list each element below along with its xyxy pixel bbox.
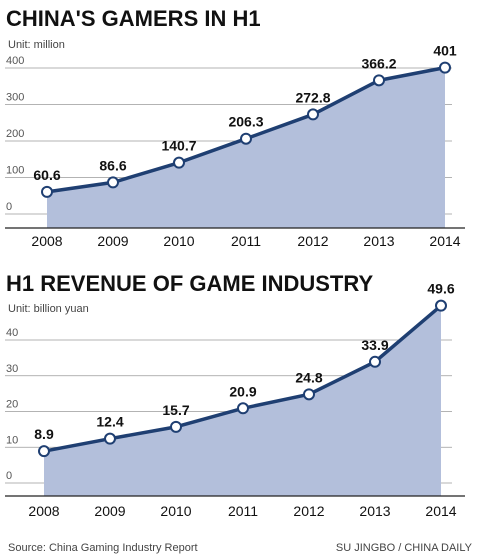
revenue-chart-unit: Unit: billion yuan	[8, 303, 89, 315]
credit-note: SU JINGBO / CHINA DAILY	[336, 542, 473, 554]
revenue-data-label: 33.9	[361, 337, 388, 353]
gamers-data-label: 401	[433, 43, 457, 59]
revenue-area-fill	[44, 305, 441, 496]
revenue-data-label: 24.8	[295, 369, 322, 385]
gamers-data-point	[107, 176, 119, 189]
revenue-ytick-label: 0	[6, 470, 12, 482]
revenue-data-point	[237, 402, 249, 415]
gamers-data-label: 86.6	[99, 157, 126, 173]
gamers-data-point	[173, 156, 185, 169]
gamers-xtick-label: 2008	[31, 233, 62, 249]
revenue-data-point	[303, 388, 315, 401]
revenue-ytick-label: 10	[6, 434, 18, 446]
gamers-chart-title: CHINA'S GAMERS IN H1	[6, 6, 261, 31]
gamers-data-point	[240, 132, 252, 145]
revenue-data-point	[435, 299, 447, 312]
gamers-chart: CHINA'S GAMERS IN H1 Unit: million 60.6 8…	[5, 6, 465, 249]
gamers-data-label: 272.8	[295, 89, 330, 105]
gamers-ytick-label: 400	[6, 55, 24, 67]
revenue-data-point	[369, 355, 381, 368]
revenue-data-point	[104, 432, 116, 445]
revenue-ytick-label: 40	[6, 327, 18, 339]
gamers-xtick-label: 2014	[429, 233, 460, 249]
gamers-data-point	[41, 185, 53, 198]
revenue-data-label: 8.9	[34, 426, 54, 442]
gamers-data-point	[307, 108, 319, 121]
gamers-xtick-label: 2013	[363, 233, 394, 249]
revenue-xtick-label: 2008	[28, 503, 59, 519]
gamers-xtick-label: 2010	[163, 233, 194, 249]
gamers-data-label: 206.3	[228, 114, 263, 130]
gamers-data-label: 366.2	[361, 55, 396, 71]
gamers-ytick-label: 200	[6, 128, 24, 140]
gamers-xtick-label: 2009	[97, 233, 128, 249]
gamers-area-fill	[47, 67, 445, 228]
revenue-data-point	[38, 445, 50, 458]
gamers-ytick-label: 300	[6, 92, 24, 104]
revenue-data-label: 12.4	[96, 414, 123, 430]
source-note: Source: China Gaming Industry Report	[8, 542, 198, 554]
revenue-xtick-label: 2010	[160, 503, 191, 519]
revenue-data-label: 15.7	[162, 402, 189, 418]
revenue-data-label: 20.9	[229, 383, 256, 399]
revenue-data-point	[170, 420, 182, 433]
gamers-data-label: 60.6	[33, 167, 60, 183]
revenue-xtick-label: 2014	[425, 503, 456, 519]
gamers-xtick-label: 2012	[297, 233, 328, 249]
gamers-xtick-label: 2011	[231, 233, 261, 249]
gamers-data-point	[439, 61, 451, 74]
gamers-ytick-label: 100	[6, 165, 24, 177]
gamers-data-label: 140.7	[161, 138, 196, 154]
revenue-ytick-label: 30	[6, 363, 18, 375]
revenue-chart: H1 REVENUE OF GAME INDUSTRY Unit: billio…	[5, 271, 465, 519]
revenue-chart-title: H1 REVENUE OF GAME INDUSTRY	[6, 271, 373, 296]
revenue-xtick-label: 2009	[94, 503, 125, 519]
revenue-xtick-label: 2013	[359, 503, 390, 519]
revenue-xtick-label: 2012	[293, 503, 324, 519]
revenue-ytick-label: 20	[6, 399, 18, 411]
gamers-data-point	[373, 74, 385, 87]
gamers-ytick-label: 0	[6, 201, 12, 213]
gamers-chart-unit: Unit: million	[8, 39, 65, 51]
revenue-data-label: 49.6	[427, 281, 454, 297]
revenue-xtick-label: 2011	[228, 503, 258, 519]
